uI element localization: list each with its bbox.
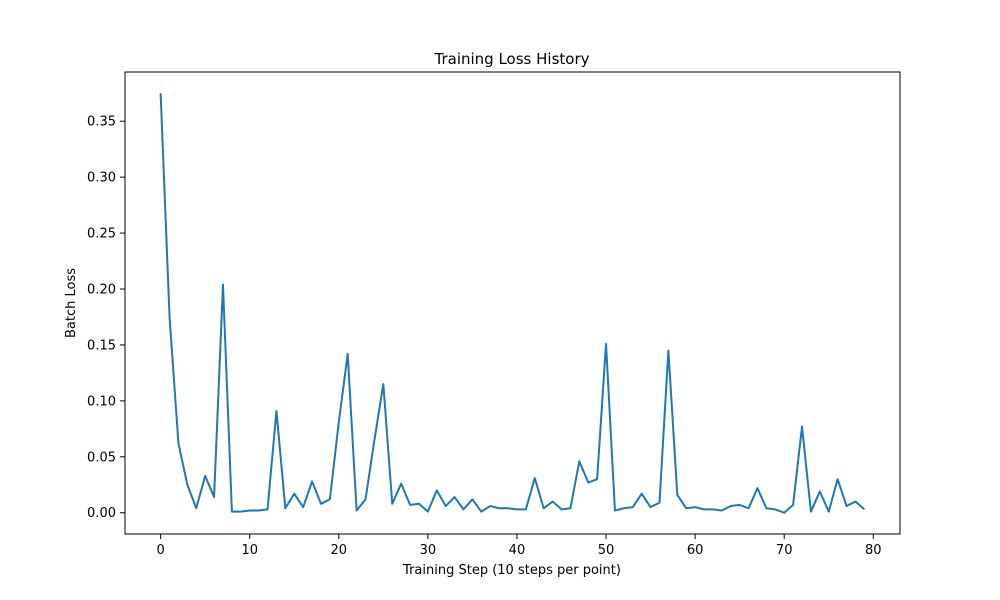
y-tick-label: 0.30 bbox=[87, 171, 116, 186]
x-axis: 0 10 20 30 40 50 60 70 80 bbox=[156, 534, 882, 558]
x-tick-label: 30 bbox=[420, 543, 437, 558]
y-tick-label: 0.00 bbox=[87, 506, 116, 521]
x-tick-label: 20 bbox=[331, 543, 348, 558]
loss-series-line bbox=[159, 93, 866, 514]
plot-area bbox=[159, 93, 866, 514]
x-tick-label: 70 bbox=[776, 543, 793, 558]
y-axis: 0.00 0.05 0.10 0.15 0.20 0.25 0.30 0.35 bbox=[87, 115, 125, 521]
x-tick-label: 60 bbox=[687, 543, 704, 558]
y-tick-label: 0.25 bbox=[87, 227, 116, 242]
y-tick-label: 0.05 bbox=[87, 450, 116, 465]
chart-title: Training Loss History bbox=[434, 50, 590, 68]
x-tick-label: 10 bbox=[241, 543, 258, 558]
y-axis-label: Batch Loss bbox=[64, 268, 79, 338]
plot-frame bbox=[124, 71, 901, 535]
y-tick-label: 0.20 bbox=[87, 283, 116, 298]
y-tick-label: 0.35 bbox=[87, 115, 116, 130]
x-tick-label: 40 bbox=[509, 543, 526, 558]
x-tick-label: 80 bbox=[865, 543, 882, 558]
y-tick-label: 0.15 bbox=[87, 338, 116, 353]
x-tick-label: 50 bbox=[598, 543, 615, 558]
x-axis-label: Training Step (10 steps per point) bbox=[402, 563, 621, 578]
y-tick-label: 0.10 bbox=[87, 394, 116, 409]
x-tick-label: 0 bbox=[156, 543, 164, 558]
